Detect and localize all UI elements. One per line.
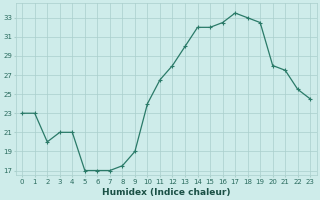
X-axis label: Humidex (Indice chaleur): Humidex (Indice chaleur) (102, 188, 230, 197)
